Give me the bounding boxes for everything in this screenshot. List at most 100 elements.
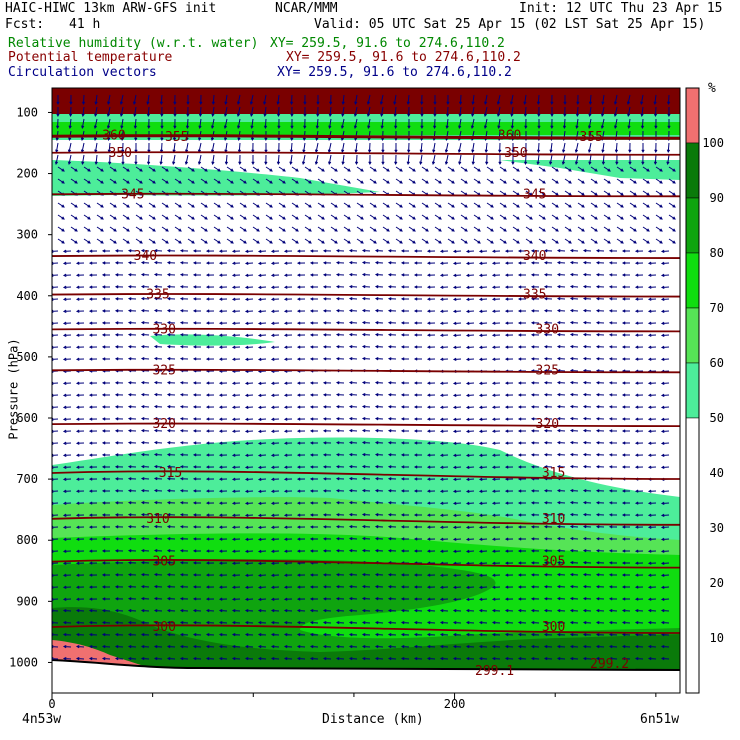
circulation-vector	[88, 405, 98, 409]
circulation-vector	[330, 166, 338, 172]
circulation-vector	[382, 226, 390, 232]
circulation-vector	[70, 178, 78, 184]
circulation-vector	[205, 609, 215, 613]
circulation-vector	[244, 285, 254, 289]
circulation-vector	[335, 645, 345, 649]
circulation-vector	[335, 573, 345, 577]
circulation-vector	[101, 489, 111, 493]
circulation-vector	[478, 249, 488, 253]
theta-contour-label: 300	[152, 620, 175, 635]
theta-contour-335	[52, 293, 680, 298]
circulation-vector	[264, 154, 268, 166]
circulation-vector	[517, 393, 527, 397]
circulation-vector	[647, 501, 657, 505]
circulation-vector	[491, 501, 501, 505]
circulation-vector	[439, 549, 449, 553]
circulation-vector	[366, 106, 371, 118]
circulation-vector	[634, 297, 644, 301]
circulation-vector	[303, 106, 307, 118]
circulation-vector	[187, 202, 195, 208]
circulation-vector	[426, 357, 436, 361]
circulation-vector	[439, 645, 449, 649]
circulation-vector	[127, 297, 137, 301]
circulation-vector	[270, 309, 280, 313]
circulation-vector	[387, 477, 397, 481]
colorbar-label: 70	[710, 301, 724, 315]
circulation-vector	[187, 226, 195, 232]
circulation-vector	[660, 333, 670, 337]
circulation-vector	[283, 645, 293, 649]
circulation-vector	[608, 453, 618, 457]
circulation-vector	[517, 333, 527, 337]
circulation-vector	[595, 657, 605, 661]
circulation-vector	[569, 393, 579, 397]
circulation-vector	[504, 525, 514, 529]
circulation-vector	[512, 166, 520, 172]
circulation-vector	[543, 645, 553, 649]
circulation-vector	[283, 453, 293, 457]
y-tick-label: 700	[16, 472, 38, 486]
circulation-vector	[309, 525, 319, 529]
circulation-vector	[257, 297, 267, 301]
circulation-vector	[265, 166, 273, 172]
circulation-vector	[335, 273, 345, 277]
circulation-vector	[667, 118, 671, 130]
circulation-vector	[465, 657, 475, 661]
circulation-vector	[322, 657, 332, 661]
circulation-vector	[179, 345, 189, 349]
circulation-vector	[621, 465, 631, 469]
circulation-vector	[239, 226, 247, 232]
circulation-vector	[257, 249, 267, 253]
circulation-vector	[569, 465, 579, 469]
circulation-vector	[179, 381, 189, 385]
circulation-vector	[75, 525, 85, 529]
circulation-vector	[470, 118, 475, 130]
circulation-vector	[595, 405, 605, 409]
circulation-vector	[420, 94, 424, 106]
circulation-vector	[452, 597, 462, 601]
field-xy-theta: XY= 259.5, 91.6 to 274.6,110.2	[286, 50, 521, 65]
circulation-vector	[101, 249, 111, 253]
circulation-vector	[119, 94, 124, 106]
circulation-vector	[556, 429, 566, 433]
circulation-vector	[114, 405, 124, 409]
circulation-vector	[96, 238, 104, 244]
circulation-vector	[224, 142, 228, 154]
circulation-vector	[309, 537, 319, 541]
circulation-vector	[244, 441, 254, 445]
circulation-vector	[270, 561, 280, 565]
circulation-vector	[608, 657, 618, 661]
circulation-vector	[504, 489, 514, 493]
circulation-vector	[595, 321, 605, 325]
circulation-vector	[205, 417, 215, 421]
theta-contour-350	[52, 151, 680, 156]
circulation-vector	[439, 633, 449, 637]
circulation-vector	[582, 465, 592, 469]
circulation-vector	[447, 166, 455, 172]
theta-contour-label: 340	[134, 249, 157, 264]
circulation-vector	[382, 178, 390, 184]
circulation-vector	[179, 465, 189, 469]
circulation-vector	[343, 238, 351, 244]
circulation-vector	[335, 657, 345, 661]
circulation-vector	[439, 429, 449, 433]
circulation-vector	[56, 118, 60, 130]
circulation-vector	[387, 453, 397, 457]
circulation-vector	[132, 94, 137, 106]
circulation-vector	[205, 321, 215, 325]
circulation-vector	[75, 285, 85, 289]
circulation-vector	[668, 202, 676, 208]
circulation-vector	[465, 501, 475, 505]
circulation-vector	[413, 345, 423, 349]
circulation-vector	[439, 405, 449, 409]
circulation-vector	[283, 429, 293, 433]
circulation-vector	[426, 273, 436, 277]
circulation-vector	[556, 261, 566, 265]
circulation-vector	[400, 393, 410, 397]
circulation-vector	[291, 166, 299, 172]
circulation-vector	[88, 249, 98, 253]
circulation-vector	[647, 597, 657, 601]
circulation-vector	[238, 154, 242, 166]
circulation-vector	[361, 597, 371, 601]
